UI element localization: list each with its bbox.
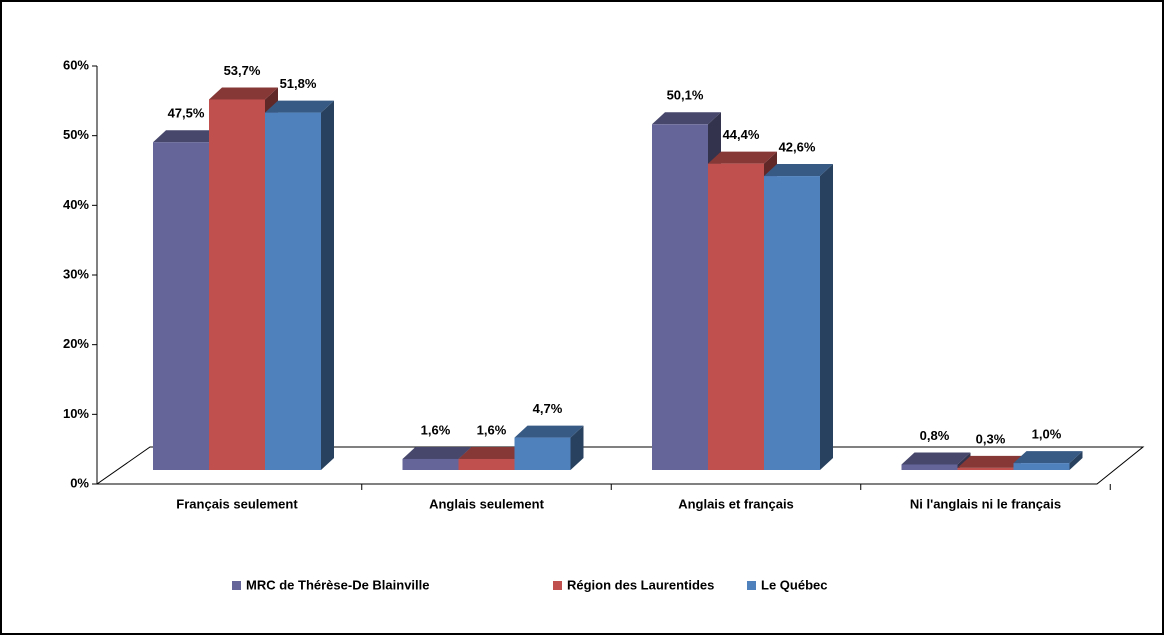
bar-side xyxy=(570,425,584,470)
data-label: 51,8% xyxy=(280,76,317,91)
floor xyxy=(95,446,1145,485)
y-tick-label: 10% xyxy=(63,406,89,421)
bar-side xyxy=(820,164,833,470)
bar-top xyxy=(153,130,222,143)
y-tick-label: 40% xyxy=(63,197,89,212)
y-tick-label: 0% xyxy=(70,475,89,490)
bar-top xyxy=(901,452,971,465)
bar xyxy=(458,458,515,470)
data-label: 50,1% xyxy=(667,88,704,103)
data-label: 53,7% xyxy=(224,63,261,78)
data-label: 0,3% xyxy=(976,431,1006,446)
bar-top xyxy=(402,446,472,459)
legend-label: Le Québec xyxy=(761,577,827,592)
bar-top xyxy=(265,100,334,113)
data-label: 47,5% xyxy=(168,106,205,121)
bar xyxy=(708,163,764,470)
legend-swatch xyxy=(747,581,756,590)
bar-side xyxy=(321,100,334,470)
bar xyxy=(153,142,209,470)
bar xyxy=(402,458,459,470)
x-tick-label: Ni l'anglais ni le français xyxy=(910,496,1061,511)
bar-top xyxy=(1013,451,1083,464)
legend-label: Région des Laurentides xyxy=(567,577,714,592)
bar xyxy=(957,467,1014,470)
legend-label: MRC de Thérèse-De Blainville xyxy=(246,577,430,592)
y-tick-label: 50% xyxy=(63,127,89,142)
data-label: 1,6% xyxy=(477,422,507,437)
bar-top xyxy=(458,446,528,459)
y-tick-label: 20% xyxy=(63,336,89,351)
y-tick-label: 30% xyxy=(63,266,89,281)
bar xyxy=(265,112,321,470)
bar-top xyxy=(764,164,833,177)
bar xyxy=(652,124,708,470)
bar xyxy=(514,437,571,470)
legend-swatch xyxy=(232,581,241,590)
bar-top xyxy=(652,112,721,125)
data-label: 44,4% xyxy=(723,127,760,142)
legend-swatch xyxy=(553,581,562,590)
x-tick-label: Anglais seulement xyxy=(429,496,545,511)
x-tick-label: Français seulement xyxy=(176,496,298,511)
y-tick-label: 60% xyxy=(63,57,89,72)
data-label: 4,7% xyxy=(533,401,563,416)
bar-top xyxy=(209,87,278,100)
bar-side xyxy=(1069,451,1083,470)
bar-top xyxy=(514,425,584,438)
bar-top xyxy=(957,455,1027,468)
bar xyxy=(1013,463,1070,470)
bar xyxy=(764,176,820,470)
x-tick-label: Anglais et français xyxy=(678,496,794,511)
bar-top xyxy=(708,151,777,164)
data-label: 0,8% xyxy=(920,428,950,443)
bar xyxy=(901,464,958,470)
data-label: 42,6% xyxy=(779,139,816,154)
data-label: 1,6% xyxy=(421,422,451,437)
bar xyxy=(209,99,265,470)
data-label: 1,0% xyxy=(1032,427,1062,442)
